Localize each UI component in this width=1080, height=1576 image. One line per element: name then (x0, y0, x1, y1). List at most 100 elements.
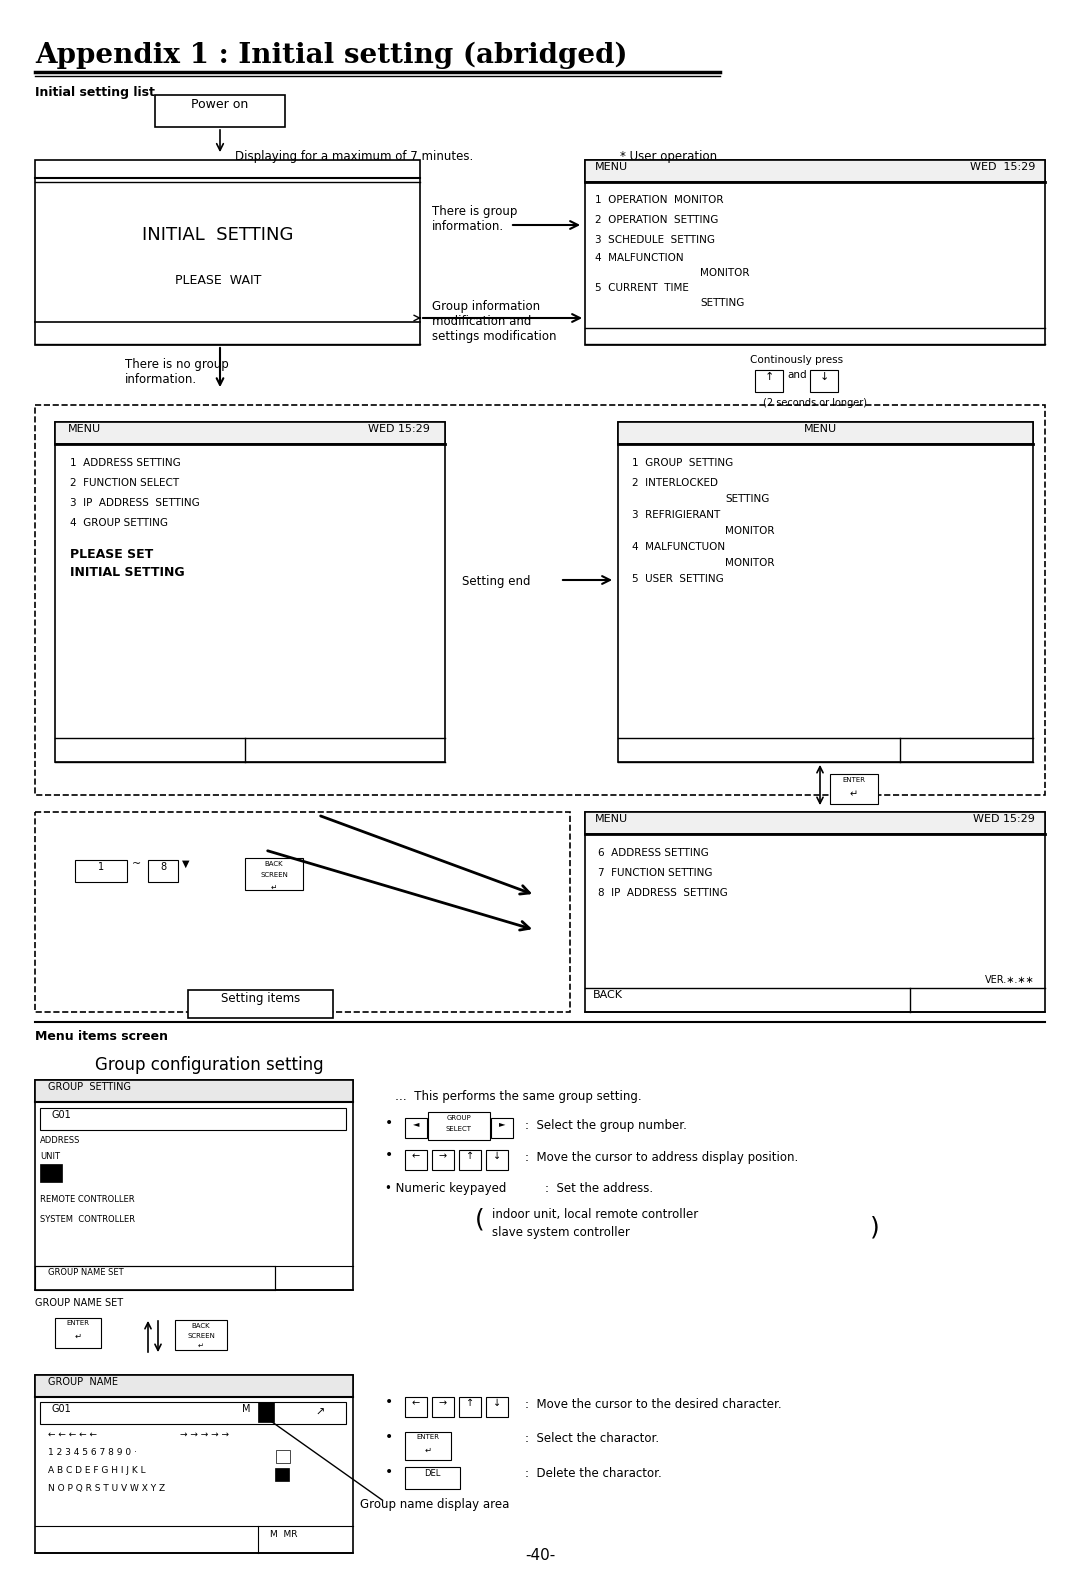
Text: ADDRESS: ADDRESS (40, 1136, 80, 1146)
Text: GROUP: GROUP (447, 1114, 471, 1121)
Text: G01: G01 (52, 1404, 71, 1414)
Text: M  MR: M MR (270, 1530, 297, 1540)
Text: 3  SCHEDULE  SETTING: 3 SCHEDULE SETTING (595, 235, 715, 244)
Bar (459, 1150, 481, 1169)
Text: REMOTE CONTROLLER: REMOTE CONTROLLER (40, 1195, 135, 1204)
Text: There is no group: There is no group (125, 358, 229, 370)
Bar (40, 1403, 346, 1425)
Text: •: • (384, 1466, 393, 1478)
Text: ): ) (870, 1215, 880, 1239)
Bar (258, 1403, 274, 1422)
Bar (40, 1108, 346, 1130)
Text: ▼: ▼ (183, 859, 189, 868)
Bar (35, 812, 570, 1012)
Bar (55, 422, 445, 444)
Bar (188, 990, 333, 1018)
Bar (148, 860, 178, 883)
Text: N O P Q R S T U V W X Y Z: N O P Q R S T U V W X Y Z (48, 1485, 165, 1492)
Bar (276, 1450, 291, 1463)
Text: •: • (384, 1147, 393, 1162)
Text: 4  GROUP SETTING: 4 GROUP SETTING (70, 519, 168, 528)
Text: indoor unit, local remote controller: indoor unit, local remote controller (492, 1207, 699, 1221)
Bar (55, 422, 445, 763)
Text: :  Select the charactor.: : Select the charactor. (525, 1433, 659, 1445)
Text: PLEASE  WAIT: PLEASE WAIT (175, 274, 261, 287)
Text: Setting items: Setting items (221, 991, 300, 1005)
Text: WED 15:29: WED 15:29 (973, 813, 1035, 824)
Text: VER.∗.∗∗: VER.∗.∗∗ (985, 976, 1035, 985)
Bar (491, 1117, 513, 1138)
Bar (156, 95, 285, 128)
Text: SELECT: SELECT (446, 1125, 472, 1132)
Text: 2  INTERLOCKED: 2 INTERLOCKED (632, 478, 718, 489)
Text: Initial setting list: Initial setting list (35, 87, 154, 99)
Text: • Numeric keypayed: • Numeric keypayed (384, 1182, 507, 1195)
Text: 1  ADDRESS SETTING: 1 ADDRESS SETTING (70, 459, 180, 468)
Text: •: • (384, 1395, 393, 1409)
Bar (810, 370, 838, 392)
Text: (2 seconds or longer): (2 seconds or longer) (762, 399, 867, 408)
Text: …  This performs the same group setting.: … This performs the same group setting. (395, 1091, 642, 1103)
Bar (585, 161, 1045, 345)
Bar (35, 1266, 275, 1291)
Bar (35, 1374, 353, 1396)
Text: ↵: ↵ (850, 790, 859, 799)
Text: Menu items screen: Menu items screen (35, 1031, 168, 1043)
Text: ENTER: ENTER (842, 777, 865, 783)
Text: settings modification: settings modification (432, 329, 556, 344)
Text: ↵: ↵ (198, 1343, 204, 1349)
Bar (432, 1150, 454, 1169)
Bar (585, 812, 1045, 1012)
Text: PLEASE SET: PLEASE SET (70, 548, 153, 561)
Bar (35, 161, 420, 345)
Text: M: M (242, 1404, 251, 1414)
Text: -40-: -40- (525, 1548, 555, 1563)
Text: 6  ADDRESS SETTING: 6 ADDRESS SETTING (598, 848, 708, 857)
Text: ENTER: ENTER (67, 1321, 90, 1325)
Bar (486, 1396, 508, 1417)
Text: 8  IP  ADDRESS  SETTING: 8 IP ADDRESS SETTING (598, 887, 728, 898)
Text: DEL: DEL (423, 1469, 441, 1478)
Bar (55, 1318, 102, 1347)
Text: GROUP  SETTING: GROUP SETTING (48, 1083, 131, 1092)
Bar (40, 1165, 62, 1182)
Text: SETTING: SETTING (700, 298, 744, 307)
Text: Group information: Group information (432, 299, 540, 314)
Text: (: ( (475, 1207, 485, 1232)
Text: 1  OPERATION  MONITOR: 1 OPERATION MONITOR (595, 195, 724, 205)
Text: information.: information. (125, 374, 198, 386)
Text: Continously press: Continously press (750, 355, 843, 366)
Text: → → → → →: → → → → → (180, 1429, 229, 1439)
Text: →: → (438, 1150, 447, 1162)
Bar (405, 1117, 427, 1138)
Text: MONITOR: MONITOR (725, 558, 774, 567)
Text: ←: ← (411, 1398, 420, 1407)
Bar (405, 1467, 460, 1489)
Text: MONITOR: MONITOR (700, 268, 750, 277)
Text: 2  OPERATION  SETTING: 2 OPERATION SETTING (595, 214, 718, 225)
Text: ←: ← (411, 1150, 420, 1162)
Text: MENU: MENU (804, 424, 837, 433)
Text: ↑: ↑ (765, 372, 773, 381)
Text: 1: 1 (98, 862, 104, 872)
Text: ↓: ↓ (492, 1150, 501, 1162)
Text: WED  15:29: WED 15:29 (970, 162, 1035, 172)
Text: INITIAL SETTING: INITIAL SETTING (70, 566, 185, 578)
Bar (275, 1467, 289, 1481)
Text: ↓: ↓ (492, 1398, 501, 1407)
Text: 1  GROUP  SETTING: 1 GROUP SETTING (632, 459, 733, 468)
Bar (405, 1150, 427, 1169)
Text: :  Set the address.: : Set the address. (545, 1182, 653, 1195)
Text: There is group: There is group (432, 205, 517, 217)
Bar (428, 1113, 490, 1139)
Text: INITIAL  SETTING: INITIAL SETTING (143, 225, 294, 244)
Bar (618, 422, 1032, 763)
Text: :  Select the group number.: : Select the group number. (525, 1119, 687, 1132)
Text: ◄: ◄ (413, 1119, 419, 1128)
Text: GROUP  NAME: GROUP NAME (48, 1377, 118, 1387)
Bar (432, 1396, 454, 1417)
Text: SYSTEM  CONTROLLER: SYSTEM CONTROLLER (40, 1215, 135, 1225)
Text: SCREEN: SCREEN (260, 872, 288, 878)
Text: WED 15:29: WED 15:29 (368, 424, 430, 433)
Bar (755, 370, 783, 392)
